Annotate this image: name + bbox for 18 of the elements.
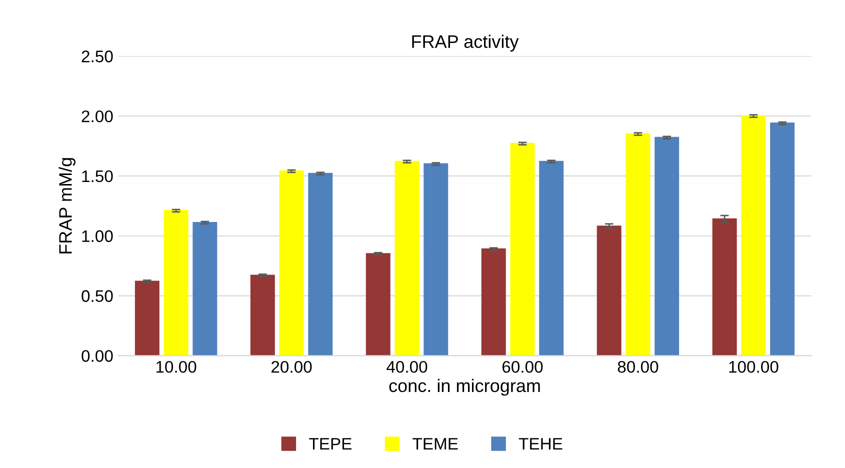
y-tick-label: 1.00 <box>82 230 113 242</box>
legend-label: TEPE <box>309 438 352 450</box>
x-tick-label: 60.00 <box>502 360 543 373</box>
x-tick-label: 40.00 <box>386 360 428 373</box>
legend-label: TEHE <box>518 438 562 450</box>
x-axis-title: conc. in microgram <box>389 378 540 396</box>
y-axis-title: FRAP mM/g <box>58 158 76 254</box>
legend-label: TEME <box>412 438 458 450</box>
x-tick-label: 100.00 <box>729 360 778 373</box>
y-tick-label: 0.00 <box>82 350 113 362</box>
chart-title: FRAP activity <box>412 34 519 52</box>
x-tick-label: 80.00 <box>618 360 658 373</box>
y-tick-label: 0.50 <box>82 290 113 302</box>
x-tick-label: 10.00 <box>156 360 196 373</box>
x-tick-label: 20.00 <box>272 360 312 373</box>
y-tick-label: 2.50 <box>82 50 113 62</box>
y-tick-label: 1.50 <box>82 170 113 182</box>
y-tick-label: 2.00 <box>82 110 113 122</box>
